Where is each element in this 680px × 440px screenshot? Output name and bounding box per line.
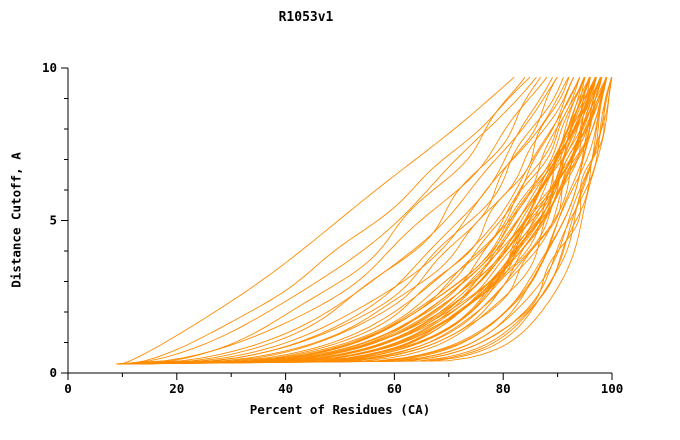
model-curve xyxy=(123,77,590,365)
model-curve xyxy=(128,76,531,365)
model-curve xyxy=(127,77,613,365)
model-curve xyxy=(122,76,569,365)
model-curve xyxy=(121,77,586,365)
model-curve xyxy=(134,76,526,365)
model-curve xyxy=(121,77,612,365)
model-curve xyxy=(117,77,586,365)
x-tick-label: 0 xyxy=(64,381,72,396)
model-curve xyxy=(117,77,608,365)
model-curve xyxy=(132,76,553,365)
model-curve xyxy=(122,77,613,365)
model-curve xyxy=(127,77,613,365)
model-curve xyxy=(128,77,607,365)
model-curve xyxy=(128,77,575,365)
model-curve xyxy=(127,77,608,365)
x-tick-label: 100 xyxy=(601,381,624,396)
model-curve xyxy=(122,77,591,365)
x-tick-label: 60 xyxy=(387,381,402,396)
model-curve xyxy=(127,77,585,365)
model-curve xyxy=(122,76,558,365)
model-curve xyxy=(116,77,565,365)
model-curve xyxy=(122,77,602,365)
model-curve xyxy=(122,76,537,365)
model-curve xyxy=(121,77,607,365)
x-tick-label: 40 xyxy=(278,381,293,396)
model-curve xyxy=(127,77,602,365)
y-tick-label: 10 xyxy=(42,60,57,75)
model-curve xyxy=(128,77,591,365)
model-curve xyxy=(122,77,581,365)
model-curve xyxy=(117,76,596,365)
model-curve xyxy=(121,77,586,365)
y-tick-label: 0 xyxy=(49,365,57,380)
model-curve xyxy=(122,77,613,365)
x-axis-label: Percent of Residues (CA) xyxy=(249,402,431,417)
model-curve xyxy=(133,77,607,365)
model-curve xyxy=(128,77,596,365)
model-curve xyxy=(132,77,570,365)
model-curve xyxy=(127,76,558,365)
model-curve xyxy=(116,76,548,365)
curve-group xyxy=(116,76,613,365)
chart-title: R1053v1 xyxy=(278,10,334,25)
model-curve xyxy=(133,77,586,365)
x-tick-label: 20 xyxy=(169,381,184,396)
model-curve xyxy=(117,77,591,365)
model-curve xyxy=(121,76,515,365)
y-tick-label: 5 xyxy=(49,213,57,228)
model-curve xyxy=(127,76,541,365)
x-tick-label: 80 xyxy=(496,381,511,396)
